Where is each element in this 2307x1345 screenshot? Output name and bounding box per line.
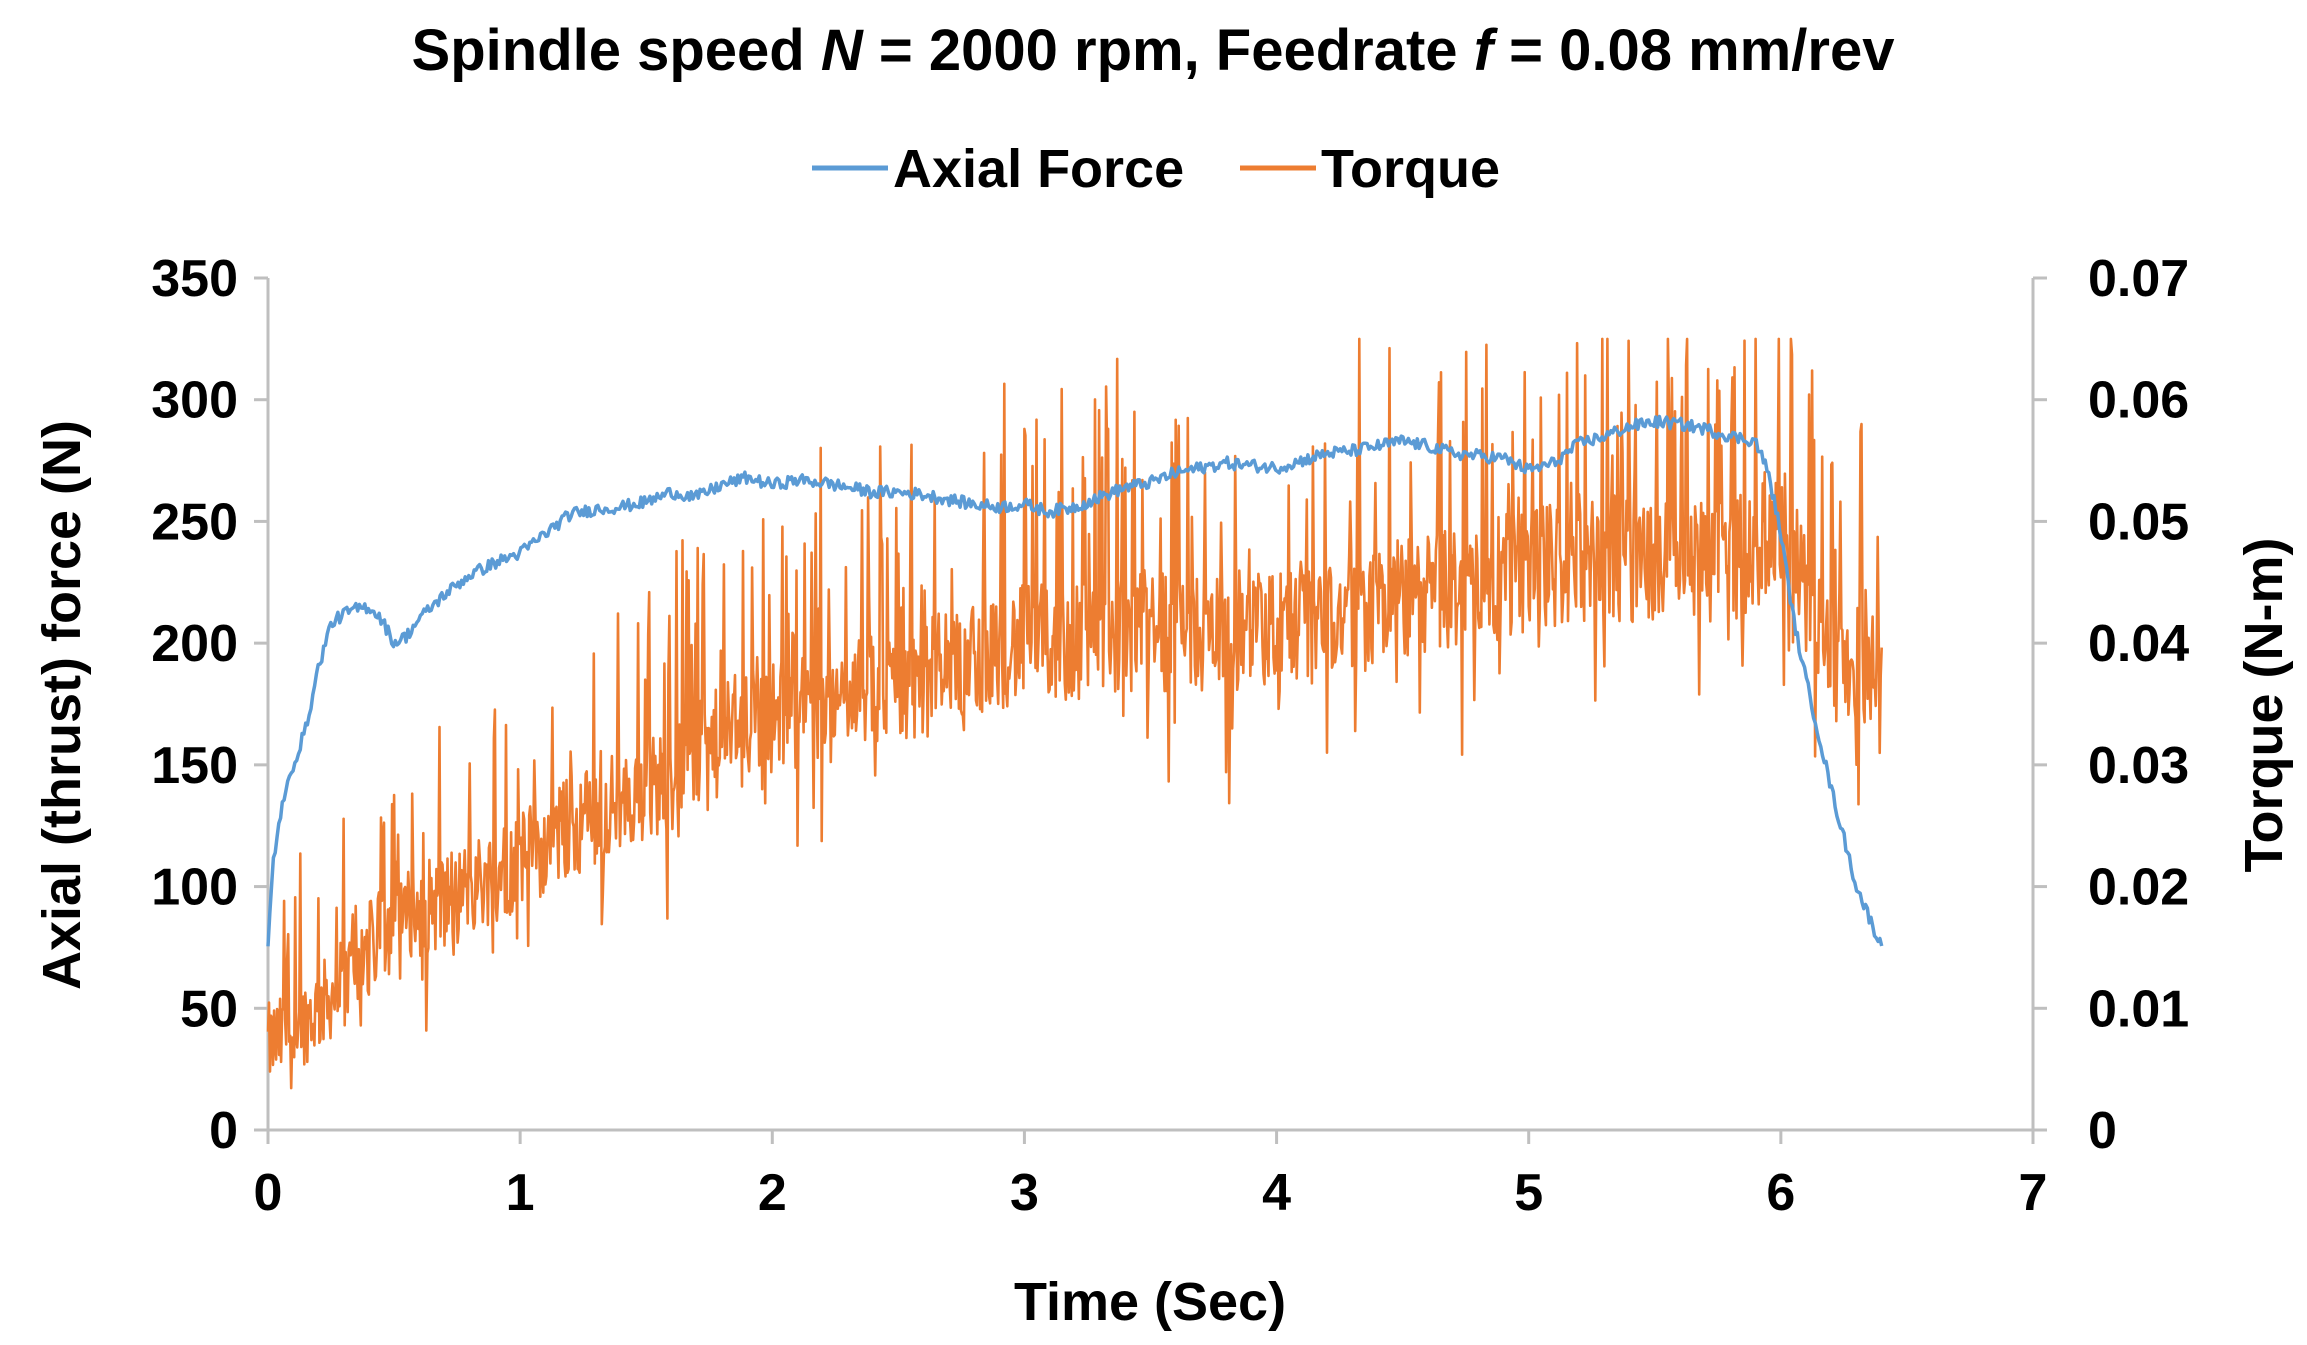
y-right-tick-label: 0.03 bbox=[2088, 737, 2189, 795]
y-right-tick-label: 0.06 bbox=[2088, 372, 2189, 430]
x-tick-label: 2 bbox=[758, 1164, 787, 1222]
chart-title-part-3: = 0.08 mm/rev bbox=[1493, 18, 1894, 83]
y-right-tick-label: 0.07 bbox=[2088, 250, 2189, 308]
x-tick-label: 6 bbox=[1766, 1164, 1795, 1222]
y-left-tick-label: 300 bbox=[151, 372, 238, 430]
y-left-tick-label: 250 bbox=[151, 493, 238, 551]
y-left-tick-label: 150 bbox=[151, 737, 238, 795]
y-right-tick-label: 0 bbox=[2088, 1102, 2117, 1160]
y-right-tick-label: 0.04 bbox=[2088, 615, 2189, 673]
y-right-tick-label: 0.02 bbox=[2088, 859, 2189, 917]
chart-title-part-1: Spindle speed bbox=[412, 18, 821, 83]
y-left-tick-label: 100 bbox=[151, 859, 238, 917]
y-axis-right-label: Torque (N-m) bbox=[2234, 538, 2294, 873]
x-tick-label: 5 bbox=[1514, 1164, 1543, 1222]
y-right-tick-label: 0.01 bbox=[2088, 980, 2189, 1038]
legend-label-torque: Torque bbox=[1321, 139, 1500, 199]
chart-title-part-2: = 2000 rpm, Feedrate bbox=[863, 18, 1474, 83]
legend: Axial Force Torque bbox=[812, 139, 1500, 199]
x-tick-label: 0 bbox=[254, 1164, 283, 1222]
chart-title-n-symbol: N bbox=[821, 18, 864, 83]
y-axis-left-label: Axial (thrust) force (N) bbox=[32, 420, 92, 990]
x-axis-label: Time (Sec) bbox=[1014, 1272, 1286, 1332]
x-tick-label: 4 bbox=[1262, 1164, 1291, 1222]
series-line-torque bbox=[266, 337, 1883, 1090]
y-left-tick-label: 350 bbox=[151, 250, 238, 308]
y-left-tick-label: 0 bbox=[209, 1102, 238, 1160]
ticks-layer: 0 1 2 3 4 5 6 705010015020025030035000.010.020.… bbox=[151, 250, 2189, 1222]
series-line-axial-force bbox=[266, 414, 1884, 947]
legend-label-axial-force: Axial Force bbox=[893, 139, 1184, 199]
y-left-tick-label: 50 bbox=[180, 980, 238, 1038]
x-tick-label: 3 bbox=[1010, 1164, 1039, 1222]
x-tick-label: 7 bbox=[2019, 1164, 2048, 1222]
series-layer bbox=[266, 337, 1884, 1090]
x-tick-label: 1 bbox=[506, 1164, 535, 1222]
chart-title: Spindle speed N = 2000 rpm, Feedrate f =… bbox=[412, 18, 1895, 83]
y-right-tick-label: 0.05 bbox=[2088, 493, 2189, 551]
y-left-tick-label: 200 bbox=[151, 615, 238, 673]
